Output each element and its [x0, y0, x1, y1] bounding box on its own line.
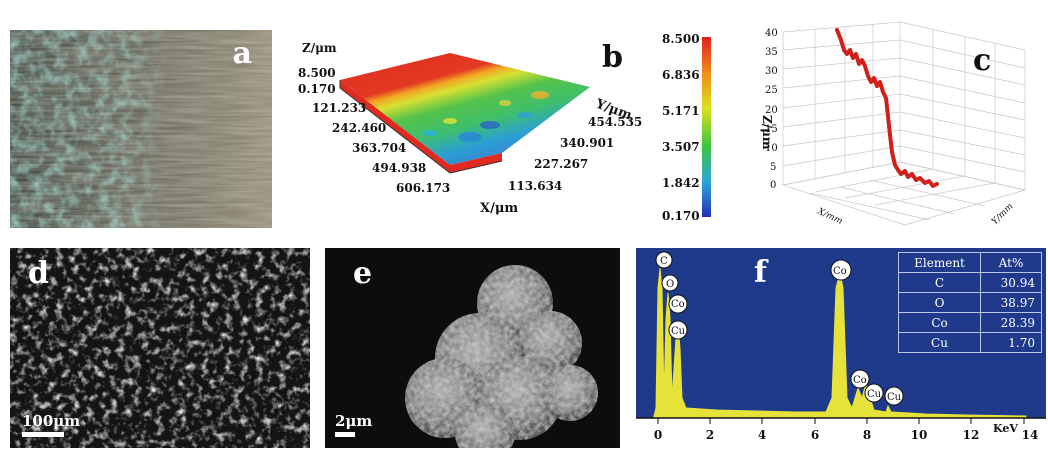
c-z-tick: 40 [765, 28, 778, 39]
b-x-tick: 494.938 [372, 161, 426, 175]
cbar-tick: 0.170 [662, 209, 700, 223]
panel-d-sem-overview: d 100μm [10, 248, 310, 448]
panel-c-line-profile: 40 35 30 25 20 15 10 5 0 Z/μm X/mm Y/mm … [755, 20, 1045, 235]
b-y-tick: 227.267 [534, 157, 588, 171]
panel-d-label: d [28, 256, 49, 291]
b-z-tick: 0.170 [298, 82, 336, 96]
b-x-tick: 121.233 [312, 101, 366, 115]
f-x-tick: 6 [811, 428, 819, 442]
c-z-tick: 5 [770, 162, 776, 173]
surface-top [340, 53, 590, 165]
surface-side [340, 80, 502, 173]
c-z-tick: 20 [765, 105, 778, 116]
f-x-tick: 0 [654, 428, 662, 442]
cbar-tick: 3.507 [662, 140, 700, 154]
peak-label: Co [853, 375, 867, 386]
c-x-title: X/mm [815, 206, 844, 227]
table-cell: Cu [897, 332, 982, 353]
table-row: C 30.94 [897, 272, 1042, 293]
element-table: Element At% C 30.94 O 38.97 Co 28.39 Cu … [897, 252, 1042, 353]
f-spectrum [653, 267, 1027, 419]
scale-bar-d-text: 100μm [22, 412, 81, 430]
table-header-cell: At% [980, 252, 1042, 273]
scale-bar-e: 2μm [335, 412, 372, 437]
c-z-title: Z/μm [760, 115, 774, 150]
b-y-tick: 340.901 [560, 136, 614, 150]
panel-a-optical-image: a [10, 30, 272, 228]
line-profile-3d: 40 35 30 25 20 15 10 5 0 Z/μm X/mm Y/mm … [760, 21, 1026, 227]
table-row: Cu 1.70 [897, 332, 1042, 353]
peak-label: O [666, 279, 674, 290]
scale-bar-e-text: 2μm [335, 412, 373, 430]
c-z-tick: 30 [765, 66, 778, 77]
f-x-unit: KeV [993, 422, 1018, 435]
b-x-tick: 242.460 [332, 121, 386, 135]
panel-e-label: e [353, 256, 373, 291]
panel-b-surface-map: Z/μm 8.500 0.170 121.233 242.460 363.704… [290, 25, 735, 230]
cbar-tick: 1.842 [662, 176, 700, 190]
c-z-tick: 35 [765, 47, 778, 58]
f-x-tick: 14 [1022, 428, 1039, 442]
cbar-tick: 8.500 [662, 32, 700, 46]
f-x-tick: 12 [963, 428, 980, 442]
c-profile-line [835, 28, 939, 188]
surface-spots [422, 91, 549, 142]
cbar-tick: 6.836 [662, 68, 700, 82]
surface-3d-plot: Z/μm 8.500 0.170 121.233 242.460 363.704… [298, 32, 711, 223]
peak-label: Co [833, 266, 847, 277]
c-z-tick: 10 [765, 143, 778, 154]
f-x-tick: 10 [911, 428, 928, 442]
sem-closeup-image [325, 248, 620, 448]
table-cell: 30.94 [980, 272, 1042, 293]
c-z-tick: 0 [770, 180, 776, 191]
b-y-tick: 454.535 [588, 115, 642, 129]
f-x-tick: 4 [758, 428, 766, 442]
f-x-tick: 8 [863, 428, 871, 442]
c-y-title: Y/mm [990, 202, 1015, 227]
c-z-tick: 25 [765, 85, 778, 96]
peak-label: C [660, 256, 668, 267]
b-y-tick: 113.634 [508, 179, 562, 193]
table-header: Element At% [897, 252, 1042, 273]
c-z-tick: 15 [765, 124, 778, 135]
panel-b-label: b [602, 40, 623, 75]
table-cell: 28.39 [980, 312, 1042, 333]
peak-label: Cu [671, 326, 686, 337]
f-peak-labels: C O Co Cu Co Co Cu Cu [655, 251, 904, 406]
peak-label: Co [671, 299, 685, 310]
sem-overview-image [10, 248, 310, 448]
panel-f-label: f [754, 255, 769, 290]
b-x-tick: 363.704 [352, 141, 406, 155]
peak-label: Cu [867, 389, 882, 400]
colorbar [702, 37, 711, 217]
panel-e-sem-closeup: e 2μm [325, 248, 620, 448]
panel-a-label: a [232, 36, 252, 71]
b-x-title: X/μm [480, 201, 518, 216]
cbar-tick: 5.171 [662, 104, 700, 118]
panel-f-eds-spectrum: C O Co Cu Co Co Cu Cu 0 2 4 [636, 248, 1046, 448]
peak-label: Cu [887, 392, 902, 403]
table-cell: 38.97 [980, 292, 1042, 313]
table-row: O 38.97 [897, 292, 1042, 313]
table-cell: Co [897, 312, 982, 333]
scale-bar-d: 100μm [22, 412, 80, 437]
b-z-title: Z/μm [302, 41, 337, 55]
b-z-tick: 8.500 [298, 66, 336, 80]
particle-cluster [405, 265, 598, 448]
optical-micrograph [10, 30, 272, 228]
b-x-tick: 606.173 [396, 181, 450, 195]
f-x-tick: 2 [706, 428, 714, 442]
table-cell: O [897, 292, 982, 313]
table-header-cell: Element [897, 252, 982, 273]
table-row: Co 28.39 [897, 312, 1042, 333]
panel-c-label: c [973, 43, 991, 78]
table-cell: 1.70 [980, 332, 1042, 353]
table-cell: C [897, 272, 982, 293]
